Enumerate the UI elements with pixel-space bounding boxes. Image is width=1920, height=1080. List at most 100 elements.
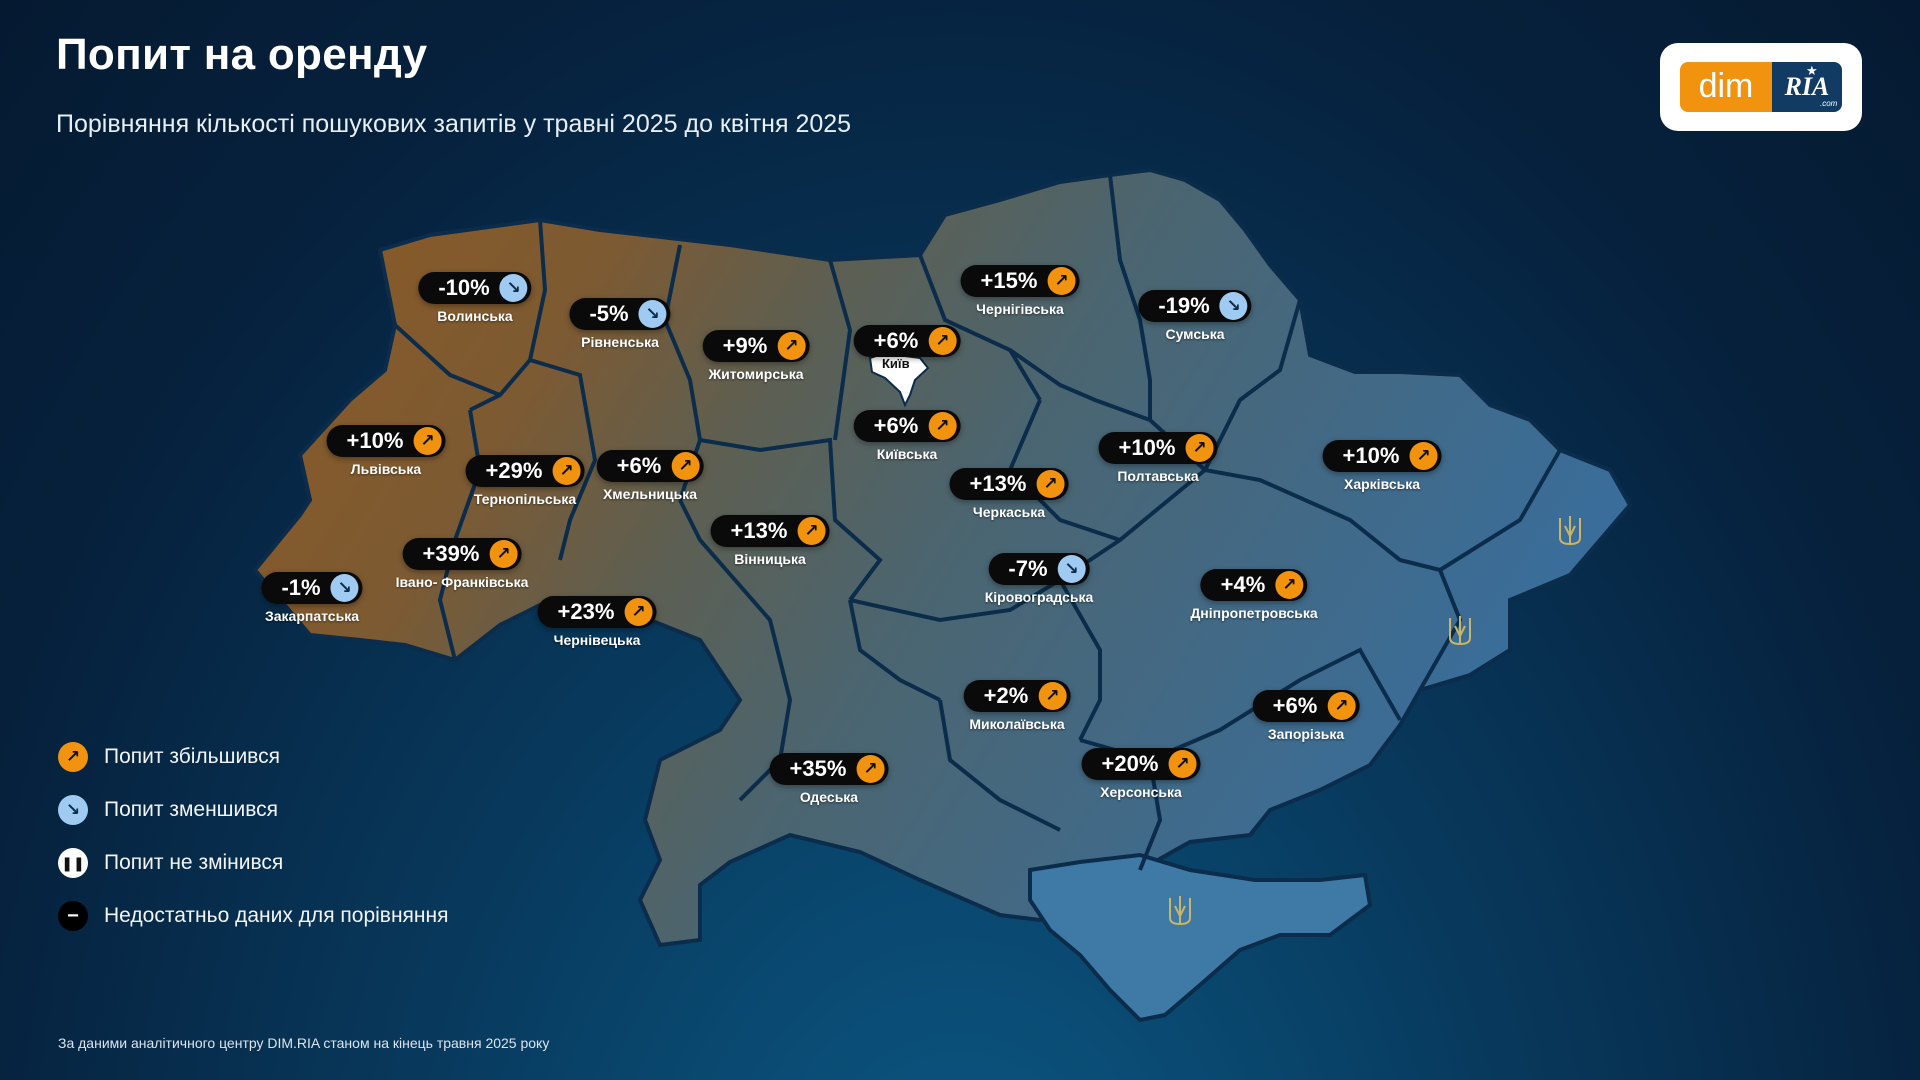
change-pill: +6% ↗ — [596, 450, 704, 482]
region-name: Миколаївська — [969, 716, 1065, 732]
change-value: +39% — [422, 541, 480, 566]
arrow-up-right-icon: ↗ — [1038, 682, 1067, 710]
change-value: +6% — [873, 413, 919, 438]
region-marker: -1% ↘ Закарпатська — [261, 572, 363, 624]
change-value: +35% — [789, 756, 847, 781]
arrow-up-right-icon: ↗ — [1327, 692, 1356, 720]
region-marker: +10% ↗ Полтавська — [1098, 432, 1218, 484]
change-pill: +13% ↗ — [710, 515, 830, 547]
region-name: Вінницька — [734, 551, 806, 567]
arrow-up-right-icon: ↗ — [856, 755, 885, 783]
region-marker: +6% ↗ Запорізька — [1252, 690, 1360, 742]
change-pill: -19% ↘ — [1138, 290, 1252, 322]
region-marker: -5% ↘ Рівненська — [569, 298, 671, 350]
change-pill: +6% ↗ — [853, 325, 961, 357]
region-name: Житомирська — [708, 366, 804, 382]
arrow-up-right-icon: ↗ — [624, 598, 653, 626]
region-marker: +9% ↗ Житомирська — [702, 330, 810, 382]
change-pill: +6% ↗ — [1252, 690, 1360, 722]
change-pill: +10% ↗ — [1098, 432, 1218, 464]
change-pill: +15% ↗ — [960, 265, 1080, 297]
change-value: +6% — [616, 453, 662, 478]
change-value: +15% — [980, 268, 1038, 293]
region-marker: -7% ↘ Кіровоградська — [985, 553, 1093, 605]
change-value: +9% — [722, 333, 768, 358]
arrow-up-right-icon: ↗ — [489, 540, 518, 568]
region-name: Хмельницька — [602, 486, 698, 502]
arrow-up-right-icon: ↗ — [1185, 434, 1214, 462]
change-value: +4% — [1220, 572, 1266, 597]
arrow-up-right-icon: ↗ — [413, 427, 442, 455]
change-pill: +23% ↗ — [537, 596, 657, 628]
legend-label: Попит збільшився — [104, 745, 280, 768]
dim-ria-logo: dim RIA ★ .com — [1660, 43, 1862, 131]
change-value: +10% — [1118, 435, 1176, 460]
region-marker: +20% ↗ Херсонська — [1081, 748, 1201, 800]
change-pill: +20% ↗ — [1081, 748, 1201, 780]
change-pill: +10% ↗ — [1322, 440, 1442, 472]
change-pill: -5% ↘ — [569, 298, 671, 330]
region-name: Київська — [876, 446, 938, 462]
change-pill: +9% ↗ — [702, 330, 810, 362]
legend-item-unchanged: ❚❚ Попит не змінився — [58, 848, 448, 878]
region-name: Сумська — [1165, 326, 1225, 342]
arrow-up-right-icon: ↗ — [1409, 442, 1438, 470]
region-marker: +4% ↗ Дніпропетровська — [1190, 569, 1318, 621]
region-marker: -19% ↘ Сумська — [1138, 290, 1252, 342]
region-marker: +29% ↗ Тернопільська — [465, 455, 585, 507]
arrow-up-right-icon: ↗ — [928, 327, 957, 355]
arrow-up-right-icon: ↗ — [58, 742, 88, 772]
region-name: Чернігівська — [976, 301, 1064, 317]
change-value: +10% — [346, 428, 404, 453]
arrow-down-right-icon: ↘ — [638, 300, 667, 328]
arrow-up-right-icon: ↗ — [797, 517, 826, 545]
change-value: -19% — [1158, 293, 1210, 318]
change-pill: -7% ↘ — [988, 553, 1090, 585]
change-value: +2% — [983, 683, 1029, 708]
change-pill: +35% ↗ — [769, 753, 889, 785]
legend: ↗ Попит збільшився ↘ Попит зменшився ❚❚ … — [58, 742, 448, 954]
region-name: Херсонська — [1100, 784, 1182, 800]
region-marker: +15% ↗ Чернігівська — [960, 265, 1080, 317]
change-value: +13% — [969, 471, 1027, 496]
change-pill: +2% ↗ — [963, 680, 1071, 712]
region-marker: +13% ↗ Черкаська — [949, 468, 1069, 520]
change-pill: +39% ↗ — [402, 538, 522, 570]
region-marker: +39% ↗ Івано- Франківська — [395, 538, 529, 590]
region-marker: +6% ↗ Київська — [853, 410, 961, 462]
region-marker: +6% ↗ — [853, 325, 961, 357]
legend-label: Недостатньо даних для порівняння — [104, 904, 449, 927]
logo-com-text: .com — [1820, 99, 1838, 108]
region-marker: -10% ↘ Волинська — [418, 272, 532, 324]
change-value: +20% — [1101, 751, 1159, 776]
pause-icon: ❚❚ — [58, 848, 88, 878]
arrow-up-right-icon: ↗ — [1168, 750, 1197, 778]
source-note: За даними аналітичного центру DIM.RIA ст… — [58, 1035, 550, 1051]
region-name: Івано- Франківська — [395, 574, 529, 590]
arrow-up-right-icon: ↗ — [777, 332, 806, 360]
change-value: +6% — [873, 328, 919, 353]
arrow-up-right-icon: ↗ — [671, 452, 700, 480]
region-name: Полтавська — [1117, 468, 1199, 484]
change-value: +10% — [1342, 443, 1400, 468]
region-name: Тернопільська — [473, 491, 577, 507]
trident-icon — [1169, 896, 1191, 926]
minus-icon: − — [58, 901, 88, 931]
arrow-up-right-icon: ↗ — [1036, 470, 1065, 498]
region-name: Харківська — [1343, 476, 1421, 492]
page-subtitle: Порівняння кількості пошукових запитів у… — [56, 110, 852, 138]
logo-ria-text: RIA — [1772, 62, 1842, 112]
change-pill: +6% ↗ — [853, 410, 961, 442]
arrow-down-right-icon: ↘ — [1219, 292, 1248, 320]
arrow-down-right-icon: ↘ — [499, 274, 528, 302]
arrow-up-right-icon: ↗ — [928, 412, 957, 440]
logo-dim-text: dim — [1680, 62, 1772, 112]
change-pill: +13% ↗ — [949, 468, 1069, 500]
region-marker: +13% ↗ Вінницька — [710, 515, 830, 567]
arrow-up-right-icon: ↗ — [1047, 267, 1076, 295]
crimea-peninsula — [1028, 852, 1373, 1023]
arrow-down-right-icon: ↘ — [58, 795, 88, 825]
trident-emblems — [1169, 516, 1581, 926]
logo-star-icon: ★ — [1806, 63, 1818, 78]
